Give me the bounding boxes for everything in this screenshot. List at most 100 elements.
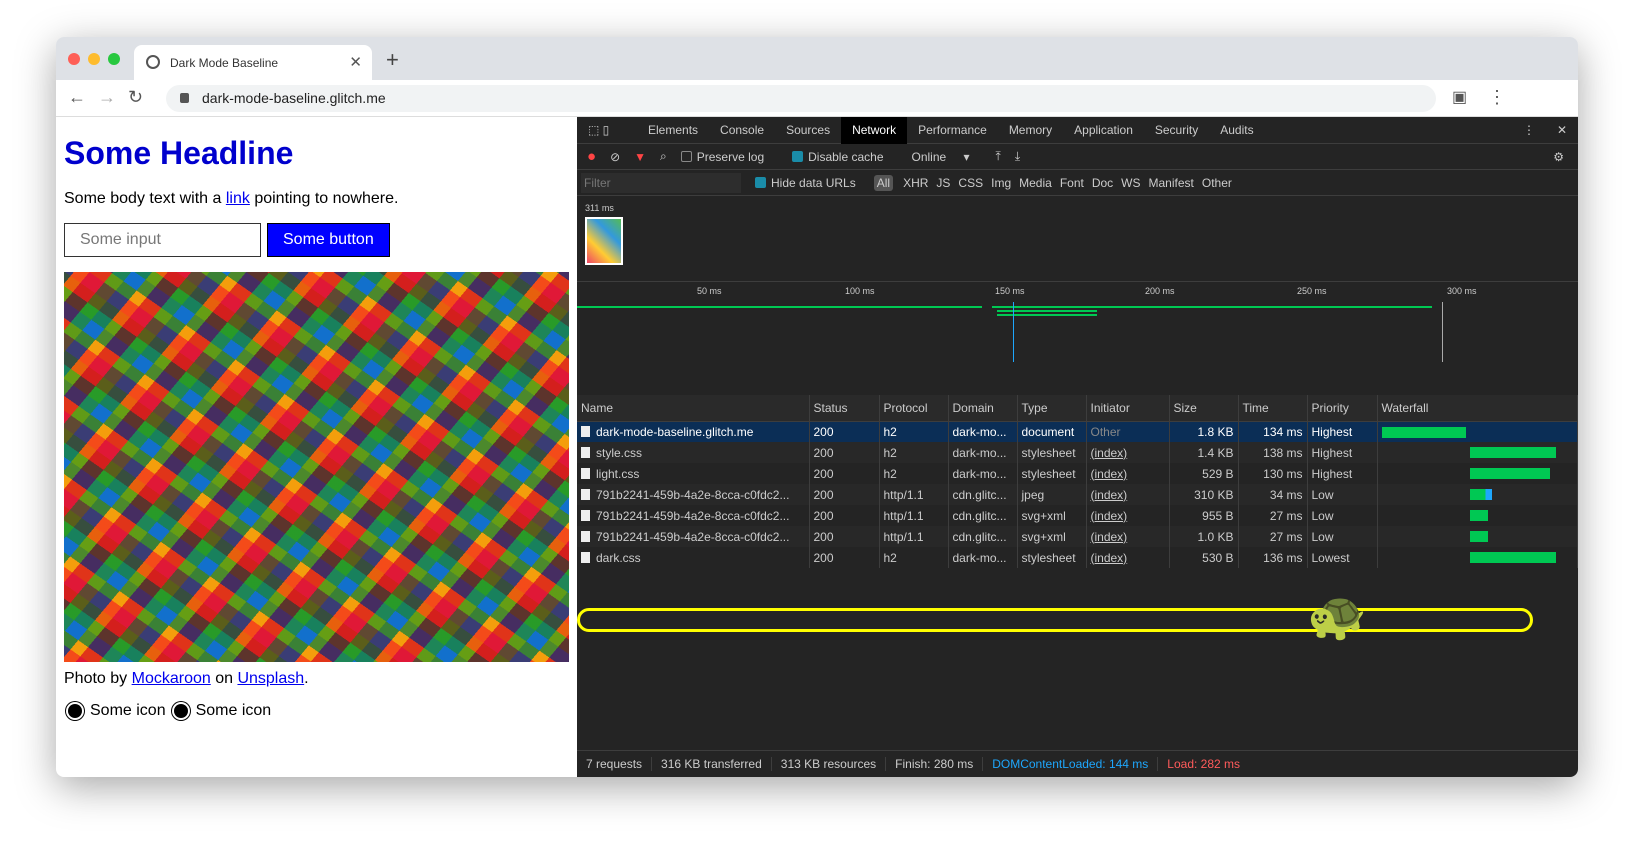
filter-font[interactable]: Font — [1059, 175, 1084, 190]
close-devtools-icon[interactable]: ✕ — [1556, 122, 1567, 137]
some-button[interactable]: Some button — [267, 223, 390, 257]
filter-other[interactable]: Other — [1201, 175, 1232, 190]
col-status[interactable]: Status — [809, 395, 880, 422]
tab-performance[interactable]: Performance — [918, 122, 987, 137]
tab-memory[interactable]: Memory — [1008, 122, 1053, 137]
clear-icon[interactable]: ⊘ — [610, 149, 621, 164]
cell-size: 310 KB — [1169, 484, 1239, 505]
cell-status: 200 — [809, 547, 880, 568]
minimize-window-button[interactable] — [88, 53, 100, 65]
priority-text: Highest — [1311, 466, 1353, 481]
unsplash-link[interactable]: Unsplash — [237, 670, 305, 687]
throttle-select[interactable]: Online ▾ — [911, 149, 970, 164]
new-tab-button[interactable]: + — [386, 47, 399, 72]
cell-initiator[interactable]: (index) — [1086, 526, 1170, 547]
body-link[interactable]: link — [225, 190, 250, 207]
table-row[interactable]: 791b2241-459b-4a2e-8cca-c0fdc2... 200 http… — [577, 484, 1578, 505]
domain-text: dark-mo... — [952, 550, 1007, 565]
overview-timeline[interactable]: 50 ms 100 ms 150 ms 200 ms 250 ms 300 ms — [577, 281, 1578, 362]
table-row[interactable]: dark-mode-baseline.glitch.me 200 h2 dark-mo… — [577, 421, 1578, 442]
cell-initiator[interactable]: (index) — [1086, 547, 1170, 568]
resources: 313 KB resources — [772, 757, 887, 771]
filter-img[interactable]: Img — [991, 175, 1012, 190]
preserve-log-checkbox[interactable]: Preserve log — [680, 150, 778, 164]
cell-initiator[interactable]: (index) — [1086, 463, 1170, 484]
tab-audits[interactable]: Audits — [1220, 122, 1254, 137]
cell-initiator[interactable]: (index) — [1086, 484, 1170, 505]
cell-initiator[interactable]: (index) — [1086, 442, 1170, 463]
col-protocol[interactable]: Protocol — [879, 395, 949, 422]
search-icon[interactable]: ⌕ — [660, 149, 667, 163]
settings-icon[interactable]: ⚙ — [1553, 149, 1564, 164]
some-input[interactable]: Some input — [64, 223, 261, 257]
tab-sources[interactable]: Sources — [786, 122, 831, 137]
import-icon[interactable]: ⤒ — [995, 149, 1001, 163]
filter-all[interactable]: All — [873, 174, 894, 191]
tab-network[interactable]: Network — [841, 116, 908, 144]
col-type[interactable]: Type — [1017, 395, 1087, 422]
tab-console[interactable]: Console — [720, 122, 765, 137]
filter-input[interactable]: Filter — [581, 172, 741, 193]
author-link[interactable]: Mockaroon — [131, 670, 211, 687]
close-window-button[interactable] — [68, 53, 80, 65]
cell-type: stylesheet — [1017, 442, 1087, 463]
table-row[interactable]: dark.css 200 h2 dark-mo... stylesheet (index)… — [577, 547, 1578, 568]
name-text: dark-mode-baseline.glitch.me — [596, 424, 754, 439]
protocol-text: http/1.1 — [883, 529, 924, 544]
filter-doc[interactable]: Doc — [1091, 175, 1114, 190]
tab-security[interactable]: Security — [1154, 122, 1199, 137]
cell-status: 200 — [809, 526, 880, 547]
body-text: Some body text with a link pointing to n… — [64, 190, 569, 208]
inspect-device-icons[interactable]: ⬚ ▯ — [588, 122, 610, 137]
hide-data-urls-checkbox[interactable]: Hide data URLs — [755, 176, 870, 190]
col-priority[interactable]: Priority — [1307, 395, 1378, 422]
finish-time: Finish: 280 ms — [886, 757, 984, 771]
filter-xhr[interactable]: XHR — [903, 175, 929, 190]
domain-text: dark-mo... — [952, 445, 1007, 460]
col-domain[interactable]: Domain — [948, 395, 1018, 422]
table-row[interactable]: style.css 200 h2 dark-mo... stylesheet (index… — [577, 442, 1578, 463]
maximize-window-button[interactable] — [108, 53, 120, 65]
col-waterfall[interactable]: Waterfall — [1377, 395, 1578, 422]
status-text: 200 — [813, 445, 834, 460]
forward-button[interactable]: → — [98, 87, 116, 107]
lock-icon — [180, 93, 189, 103]
cell-protocol: h2 — [879, 442, 949, 463]
table-row[interactable]: light.css 200 h2 dark-mo... stylesheet (index… — [577, 463, 1578, 484]
extension-icon[interactable]: ▣ — [1452, 89, 1468, 106]
col-size[interactable]: Size — [1169, 395, 1239, 422]
cell-size: 955 B — [1169, 505, 1239, 526]
tab-application[interactable]: Application — [1074, 122, 1133, 137]
cell-type: stylesheet — [1017, 463, 1087, 484]
col-name[interactable]: Name — [577, 395, 810, 422]
size-text: 1.4 KB — [1197, 445, 1234, 460]
table-row[interactable]: 791b2241-459b-4a2e-8cca-c0fdc2... 200 http… — [577, 526, 1578, 547]
reload-button[interactable]: ↻ — [128, 87, 144, 107]
more-icon[interactable]: ⋮ — [1522, 122, 1535, 137]
filter-manifest[interactable]: Manifest — [1148, 175, 1194, 190]
type-text: svg+xml — [1021, 529, 1066, 544]
export-icon[interactable]: ⤓ — [1014, 149, 1021, 163]
filter-js[interactable]: JS — [936, 175, 951, 190]
cell-waterfall — [1377, 442, 1578, 463]
disable-cache-checkbox[interactable]: Disable cache — [792, 150, 897, 164]
cell-initiator[interactable]: (index) — [1086, 505, 1170, 526]
time-text: 27 ms — [1269, 508, 1303, 523]
table-row[interactable]: 791b2241-459b-4a2e-8cca-c0fdc2... 200 http… — [577, 505, 1578, 526]
tab-elements[interactable]: Elements — [648, 122, 699, 137]
candy-photo — [64, 272, 569, 662]
record-icon[interactable]: ● — [587, 148, 597, 165]
close-tab-icon[interactable]: ✕ — [349, 54, 362, 71]
filter-ws[interactable]: WS — [1121, 175, 1141, 190]
filter-css[interactable]: CSS — [958, 175, 984, 190]
col-initiator[interactable]: Initiator — [1086, 395, 1170, 422]
page-screenshot-thumbnail[interactable] — [585, 217, 623, 265]
filter-media[interactable]: Media — [1019, 175, 1052, 190]
browser-tab[interactable]: Dark Mode Baseline ✕ — [134, 45, 372, 80]
filter-icon[interactable]: ▼ — [634, 149, 647, 164]
url-bar[interactable]: dark-mode-baseline.glitch.me — [166, 85, 1436, 112]
menu-icon[interactable]: ⋮ — [1488, 87, 1506, 107]
back-button[interactable]: ← — [68, 87, 86, 107]
status-text: 200 — [813, 550, 834, 565]
col-time[interactable]: Time — [1238, 395, 1308, 422]
